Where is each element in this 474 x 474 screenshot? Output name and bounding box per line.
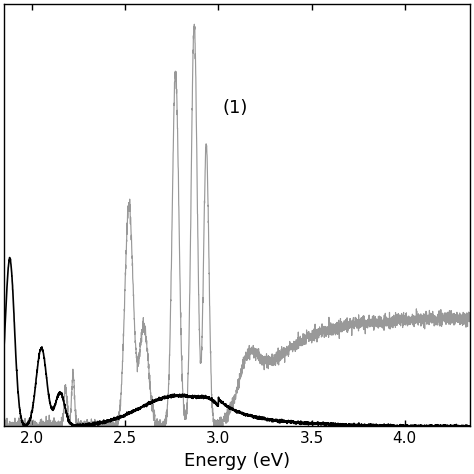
X-axis label: Energy (eV): Energy (eV)	[184, 452, 290, 470]
Text: (1): (1)	[222, 99, 247, 117]
